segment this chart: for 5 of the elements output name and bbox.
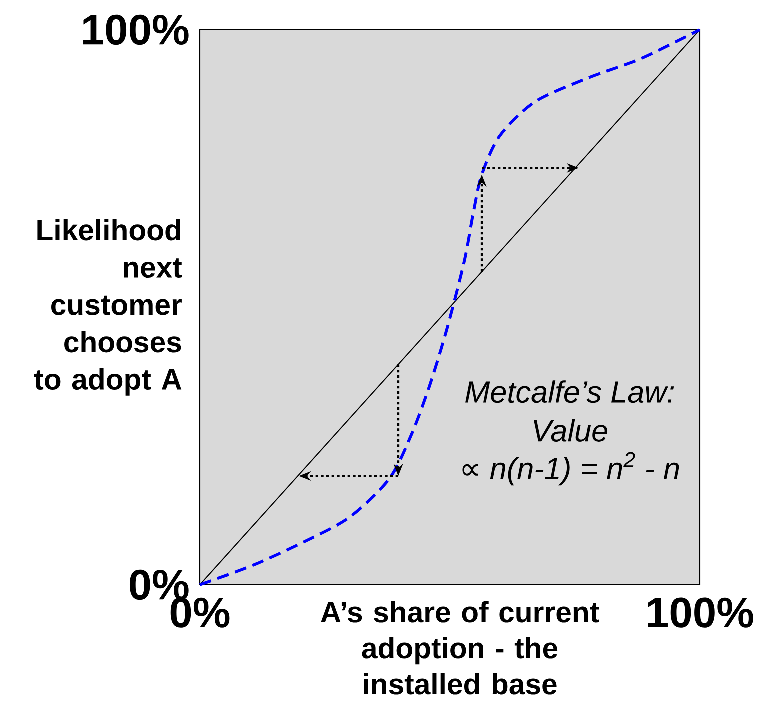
annotation: Value <box>534 419 608 442</box>
y-axis-title: Likelihood next customer chooses to adopt A <box>34 219 182 396</box>
annotation: Metcalfe’s Law: <box>466 380 674 404</box>
annotation: ∝ n(n-1) = n$^{2}$ - n <box>462 452 680 486</box>
x-axis-title: A’s share of current adoption - the installed base <box>321 601 600 695</box>
